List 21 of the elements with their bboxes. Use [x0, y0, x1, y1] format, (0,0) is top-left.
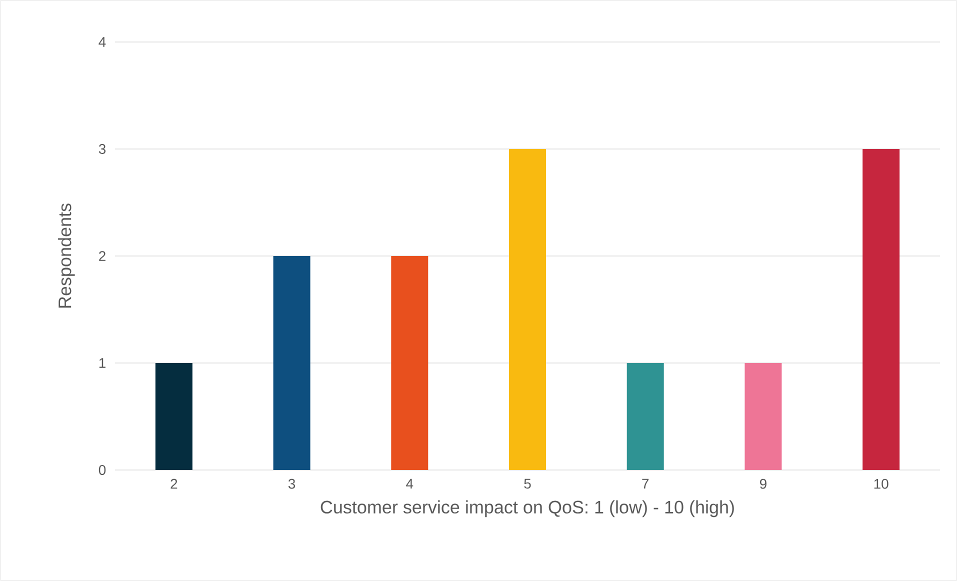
y-tick-label: 4 — [98, 37, 106, 47]
x-tick-label: 4 — [406, 478, 414, 488]
bar — [509, 149, 546, 470]
y-tick-label: 1 — [99, 358, 106, 368]
y-tick-label: 2 — [99, 251, 106, 261]
bar — [626, 363, 664, 470]
x-tick-label: 2 — [170, 478, 178, 489]
x-tick-label: 3 — [288, 478, 296, 489]
bar — [862, 149, 900, 470]
bar — [155, 363, 192, 470]
y-tick-label: 3 — [98, 144, 106, 154]
y-tick-label: 0 — [98, 465, 106, 475]
bar — [273, 256, 310, 470]
bar — [391, 256, 428, 470]
bar — [744, 363, 782, 470]
x-tick-label: 7 — [642, 478, 649, 488]
x-tick-label: 5 — [524, 478, 531, 489]
x-axis-title: Customer service impact on QoS: 1 (low) - 10 (high) — [320, 500, 734, 518]
x-tick-label: 10 — [874, 478, 888, 489]
x-tick-label: 9 — [760, 478, 766, 489]
y-axis-title: Respondents — [58, 204, 75, 308]
